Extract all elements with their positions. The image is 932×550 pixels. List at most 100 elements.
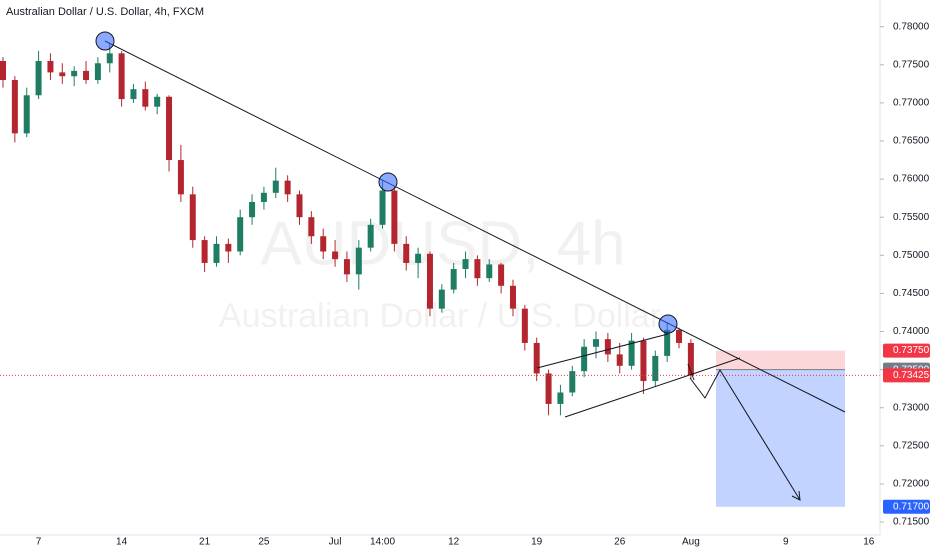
x-tick-label: 14:00 bbox=[370, 537, 395, 548]
candle-body bbox=[664, 329, 671, 356]
candle-body bbox=[569, 371, 576, 393]
candle-body bbox=[498, 264, 505, 286]
position-tool bbox=[716, 350, 845, 507]
candle-body bbox=[142, 89, 149, 107]
x-tick-label: 7 bbox=[36, 537, 42, 548]
x-tick-label: 12 bbox=[448, 537, 460, 548]
x-tick-label: Aug bbox=[682, 537, 700, 548]
candle-body bbox=[521, 308, 528, 343]
stop-tag-label: 0.73750 bbox=[893, 345, 930, 356]
candle-body bbox=[308, 217, 315, 237]
candle-body bbox=[320, 236, 327, 252]
candle-body bbox=[71, 70, 78, 77]
y-tick-label: 0.76000 bbox=[893, 174, 930, 185]
candle-body bbox=[593, 339, 599, 347]
x-tick-label: 9 bbox=[783, 537, 789, 548]
candle-body bbox=[545, 373, 552, 404]
y-tick-label: 0.77500 bbox=[893, 59, 930, 70]
y-tick-label: 0.76500 bbox=[893, 136, 930, 147]
candle-body bbox=[260, 192, 267, 202]
stop-zone bbox=[716, 350, 845, 370]
candles bbox=[0, 43, 880, 416]
candle-body bbox=[154, 96, 161, 107]
arrow-head bbox=[791, 490, 801, 501]
candle-body bbox=[355, 247, 362, 275]
x-tick-label: 21 bbox=[199, 537, 211, 548]
pivot-circle bbox=[95, 31, 115, 51]
candle-body bbox=[296, 194, 303, 218]
stop-tag bbox=[883, 343, 930, 358]
background-layer: AUDUSD, 4h Australian Dollar / U.S. Doll… bbox=[219, 209, 661, 335]
drawings bbox=[95, 31, 846, 501]
candle-body bbox=[450, 269, 457, 290]
trend-line bbox=[104, 40, 846, 413]
candle-body bbox=[533, 342, 540, 374]
candle-body bbox=[106, 53, 113, 64]
candle-body bbox=[616, 354, 623, 366]
candle-body bbox=[652, 355, 659, 382]
channel-line bbox=[536, 333, 669, 369]
candle-body bbox=[332, 251, 339, 260]
last-price-tag-label: 0.73425 bbox=[893, 370, 930, 381]
y-tick-label: 0.72500 bbox=[893, 440, 930, 451]
x-tick-label: 16 bbox=[863, 537, 875, 548]
candle-body bbox=[201, 240, 208, 263]
candle-body bbox=[118, 53, 125, 100]
candle-body bbox=[225, 243, 232, 252]
candle-body bbox=[237, 217, 244, 252]
candle-body bbox=[130, 89, 137, 100]
target-zone bbox=[716, 369, 845, 507]
x-tick-label: Jul bbox=[329, 537, 342, 548]
candle-body bbox=[343, 259, 350, 275]
pivot-circle bbox=[378, 172, 398, 192]
candle-body bbox=[486, 264, 493, 279]
candle-body bbox=[403, 243, 410, 263]
chart-title: Australian Dollar / U.S. Dollar, 4h, FXC… bbox=[6, 6, 204, 18]
candle-body bbox=[272, 180, 279, 193]
candle-body bbox=[0, 60, 6, 81]
candle-body bbox=[426, 253, 433, 309]
candle-body bbox=[35, 60, 42, 96]
y-tick-label: 0.75000 bbox=[893, 250, 930, 261]
y-tick-label: 0.78000 bbox=[893, 21, 930, 32]
target-tag-label: 0.71700 bbox=[893, 501, 930, 512]
watermark: AUDUSD, 4h bbox=[260, 209, 625, 278]
candle-body bbox=[676, 329, 683, 343]
last-price-tag bbox=[883, 368, 930, 383]
candle-body bbox=[249, 201, 256, 218]
candle-body bbox=[379, 190, 386, 225]
y-tick-label: 0.77000 bbox=[893, 98, 930, 109]
candle-body bbox=[509, 285, 516, 309]
candle-body bbox=[284, 180, 291, 195]
candle-body bbox=[367, 224, 374, 248]
channel-line bbox=[564, 357, 741, 418]
candle-body bbox=[604, 339, 611, 355]
target-tag bbox=[883, 499, 930, 514]
candle-body bbox=[438, 289, 445, 309]
projection-path bbox=[689, 368, 801, 501]
y-tick-label: 0.74500 bbox=[893, 288, 930, 299]
candle-body bbox=[462, 259, 469, 270]
candle-body bbox=[177, 160, 184, 195]
candle-body bbox=[581, 346, 588, 372]
candle-body bbox=[59, 72, 66, 77]
candle-body bbox=[166, 96, 173, 161]
y-tick-label: 0.75500 bbox=[893, 212, 930, 223]
axes: 0.78000 0.77500 0.77000 0.76500 0.76000 0.755… bbox=[36, 21, 930, 548]
candle-body bbox=[640, 340, 647, 382]
x-tick-label: 14 bbox=[116, 537, 128, 548]
candle-body bbox=[189, 194, 196, 241]
candle-body bbox=[94, 63, 101, 81]
candle-body bbox=[474, 259, 481, 279]
candle-body bbox=[23, 95, 30, 134]
y-tick-label: 0.72000 bbox=[893, 479, 930, 490]
x-tick-label: 26 bbox=[614, 537, 626, 548]
candle-body bbox=[213, 243, 220, 263]
candle-body bbox=[391, 190, 398, 244]
y-tick-label: 0.73000 bbox=[893, 402, 930, 413]
pivot-circle bbox=[658, 314, 678, 334]
candle-body bbox=[557, 392, 564, 404]
candle-body bbox=[628, 340, 635, 366]
candle-body bbox=[83, 70, 90, 81]
